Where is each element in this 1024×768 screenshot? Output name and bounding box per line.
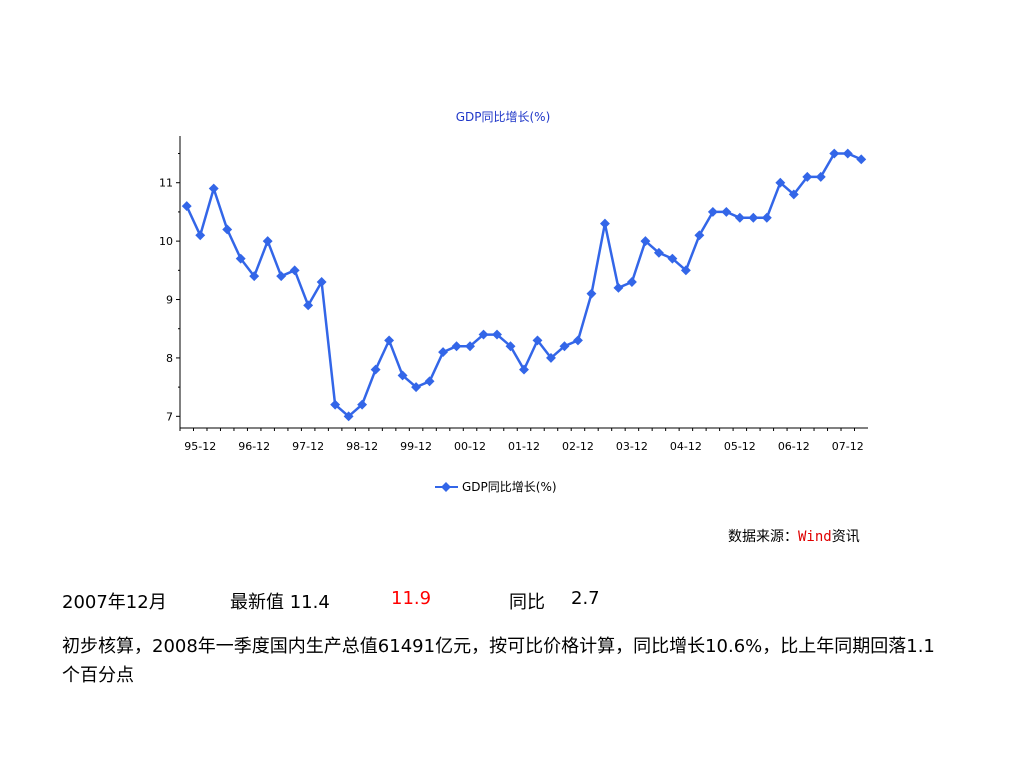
data-point [775,177,786,188]
source-suffix: 资讯 [831,529,860,545]
data-point [519,364,529,375]
summary-date: 2007年12月 [62,592,167,613]
data-point [451,341,462,352]
data-point [276,271,287,282]
summary-yoy-label: 同比 [509,592,545,613]
data-point [262,236,273,247]
data-point [384,335,395,346]
data-point [438,347,449,358]
chart-axes [179,136,868,429]
data-point [532,335,543,346]
data-point [599,218,610,229]
data-point [222,224,233,235]
data-point [694,230,705,241]
data-point [626,277,637,287]
summary-highlight-value: 11.9 [391,588,432,609]
data-point [465,341,475,352]
x-tick-label: 98-12 [346,440,378,453]
data-point [330,399,341,410]
x-tick-label: 97-12 [292,440,324,453]
legend-label: GDP同比增长(%) [462,480,557,494]
x-tick-label: 04-12 [670,440,702,453]
data-point [370,364,381,375]
data-point [397,370,408,381]
data-point [208,183,219,194]
data-point [734,212,745,223]
x-tick-label: 96-12 [238,440,270,453]
data-point [343,411,354,422]
data-point [856,154,867,165]
x-tick-label: 03-12 [616,440,648,453]
x-tick-label: 07-12 [832,440,864,453]
data-point [303,300,314,311]
summary-latest: 最新值 11.4 [230,592,330,613]
source-prefix: 数据来源： [728,529,798,545]
y-tick-label: 10 [159,235,173,248]
x-tick-label: 95-12 [184,440,216,453]
data-point [721,206,732,217]
x-tick-label: 00-12 [454,440,486,453]
data-point [289,265,300,276]
data-point [505,341,516,352]
x-tick-label: 02-12 [562,440,594,453]
data-point [802,171,813,182]
data-point [546,352,556,363]
data-point [680,265,691,276]
data-point [653,247,664,258]
data-point [559,341,570,352]
data-point [478,329,489,340]
summary-yoy-value: 2.7 [571,588,600,609]
x-tick-label: 99-12 [400,440,432,453]
x-tick-label: 05-12 [724,440,756,453]
data-point [707,206,718,217]
legend-marker [441,482,451,492]
chart-legend: GDP同比增长(%) [435,480,557,494]
data-source: 数据来源：Wind资讯 [728,526,860,546]
x-axis-ticks: 95-12 96-12 97-12 98-12 99-12 00-12 01-12 02-12… [179,428,864,453]
y-tick-label: 11 [159,177,173,190]
data-point [249,271,260,282]
data-point [613,282,624,293]
data-point [640,236,651,247]
series-line [185,152,862,418]
data-point [815,171,826,182]
data-point [411,382,422,393]
x-tick-label: 06-12 [778,440,810,453]
data-point [842,148,853,159]
data-point [788,189,799,200]
y-tick-label: 9 [166,294,173,307]
data-point [235,253,246,264]
x-tick-label: 01-12 [508,440,540,453]
data-point [748,212,759,223]
data-point [492,329,502,340]
description-text: 初步核算，2008年一季度国内生产总值61491亿元，按可比价格计算，同比增长1… [62,636,935,686]
data-point [761,212,772,223]
chart-title: GDP同比增长(%) [456,110,551,124]
source-brand: Wind [798,529,832,545]
data-point [424,376,435,387]
data-point [357,399,368,410]
series-group [181,148,867,422]
data-point [573,335,583,346]
data-point [829,148,840,159]
y-tick-label: 8 [166,352,173,365]
data-point [316,277,327,287]
y-tick-label: 7 [166,410,173,423]
y-axis-ticks: 7 8 9 10 11 [159,153,180,423]
data-point [181,201,192,212]
data-point [586,288,597,299]
data-point [195,230,206,241]
